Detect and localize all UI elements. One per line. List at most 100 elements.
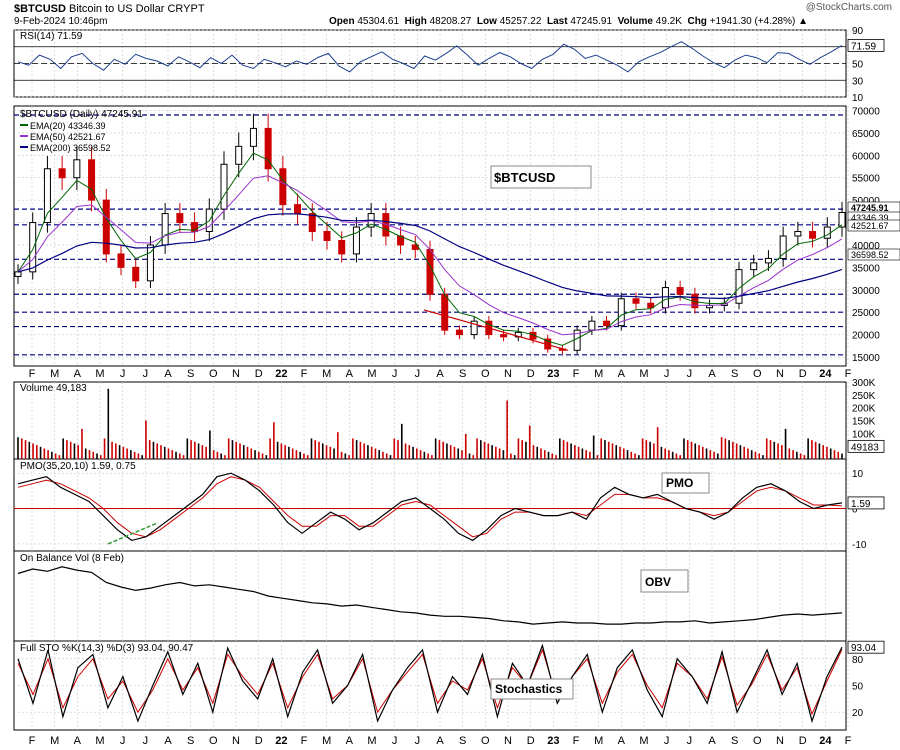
x-tick-label: J [120,735,126,747]
price-candle [617,298,625,327]
sto-k-line [17,643,843,724]
legend-entry: EMA(200) 36598.52 [30,143,111,153]
x-tick-label: J [664,735,670,747]
x-tick-label: F [573,735,580,747]
x-tick-label: A [436,368,444,380]
watermark: @StockCharts.com [805,2,892,13]
x-tick-label: F [845,735,852,747]
x-tick-label: J [415,368,421,380]
x-tick-label: M [367,368,376,380]
price-candle [603,320,611,327]
price-candle [58,168,66,179]
obv-line [17,566,843,625]
volume-label: Volume [617,16,653,27]
price-candle [264,127,272,170]
x-tick-label: O [209,735,218,747]
x-tick-label: D [527,735,535,747]
rsi-title: RSI(14) 71.59 [20,31,83,42]
rsi-line [17,41,843,73]
x-tick-label: D [255,735,263,747]
price-candle [823,226,831,239]
x-tick-label: O [753,368,762,380]
price-candle [308,213,316,233]
x-tick-label: M [639,368,648,380]
last-value-box [847,640,885,654]
price-candle [279,168,287,206]
open-value: 45304.61 [357,16,400,27]
price-candle [779,235,787,259]
pmo-trendline [107,522,159,545]
price-candle [661,287,669,309]
x-tick-label: F [29,368,36,380]
sto-title: Full STO %K(14,3) %D(3) 93.04, 90.47 [20,643,194,654]
low-label: Low [476,16,497,27]
x-tick-label: M [50,368,59,380]
x-tick-label: D [799,735,807,747]
price-candle [235,145,243,165]
y-tick-label: 70000 [852,106,880,117]
price-last-box [847,219,900,232]
y-tick-label: 30000 [852,286,880,297]
y-tick-label: 200K [852,404,876,415]
pmo-signal-line [17,476,843,538]
x-tick-label: A [164,368,172,380]
y-tick-label: 30 [852,76,864,87]
y-tick-label: 90 [852,26,864,37]
obv-panel-frame [13,550,847,642]
price-last-label: 42521.67 [851,221,889,231]
price-candle [146,244,154,282]
last-value-label: 49183 [851,442,879,453]
y-tick-label: 20 [852,708,864,719]
x-tick-label: J [687,735,693,747]
last-value-box [847,439,885,453]
last-value-label: 71.59 [851,41,876,52]
x-tick-label: D [255,368,263,380]
price-candle [426,248,434,295]
x-tick-label: A [618,368,626,380]
price-title: $BTCUSD (Daily) 47245.91 [20,109,143,120]
obv-annotation: OBV [645,575,671,589]
x-tick-label: D [527,368,535,380]
price-candle [117,253,125,268]
x-tick-label: A [74,368,82,380]
x-tick-label: M [95,735,104,747]
pmo-line [17,472,843,542]
x-tick-label: F [301,735,308,747]
high-value: 48208.27 [429,16,472,27]
y-tick-label: 55000 [852,174,880,185]
annotation-box [640,569,689,593]
price-candle [323,231,331,241]
ema50-line [17,175,843,336]
x-tick-label: N [232,368,240,380]
y-tick-label: 100K [852,429,876,440]
x-tick-label: 22 [275,368,287,380]
chart-header-left: $BTCUSD Bitcoin to US Dollar CRYPT [14,3,205,15]
x-tick-label: O [481,735,490,747]
price-candle [191,222,199,233]
x-tick-label: S [459,735,466,747]
x-tick-label: J [120,368,126,380]
y-tick-label: 15000 [852,353,880,364]
volume-value: 49.2K [655,16,682,27]
price-candle [220,163,228,210]
annotation-box [661,472,710,494]
x-tick-label: M [322,735,331,747]
price-candle [73,159,81,179]
y-tick-label: 40000 [852,241,880,252]
ohlc-readout: Open 45304.61 High 48208.27 Low 45257.22… [329,16,808,28]
x-tick-label: F [29,735,36,747]
price-candle [441,293,449,331]
price-candle [88,159,96,201]
x-tick-label: A [436,735,444,747]
x-tick-label: A [164,735,172,747]
legend-entry: EMA(20) 43346.39 [30,121,106,131]
price-candle [176,213,184,224]
x-tick-label: O [209,368,218,380]
price-candle [294,204,302,215]
x-tick-label: O [481,368,490,380]
price-candle [838,211,846,228]
x-tick-label: S [459,368,466,380]
y-tick-label: 10 [852,469,864,480]
y-tick-label: 50000 [852,196,880,207]
